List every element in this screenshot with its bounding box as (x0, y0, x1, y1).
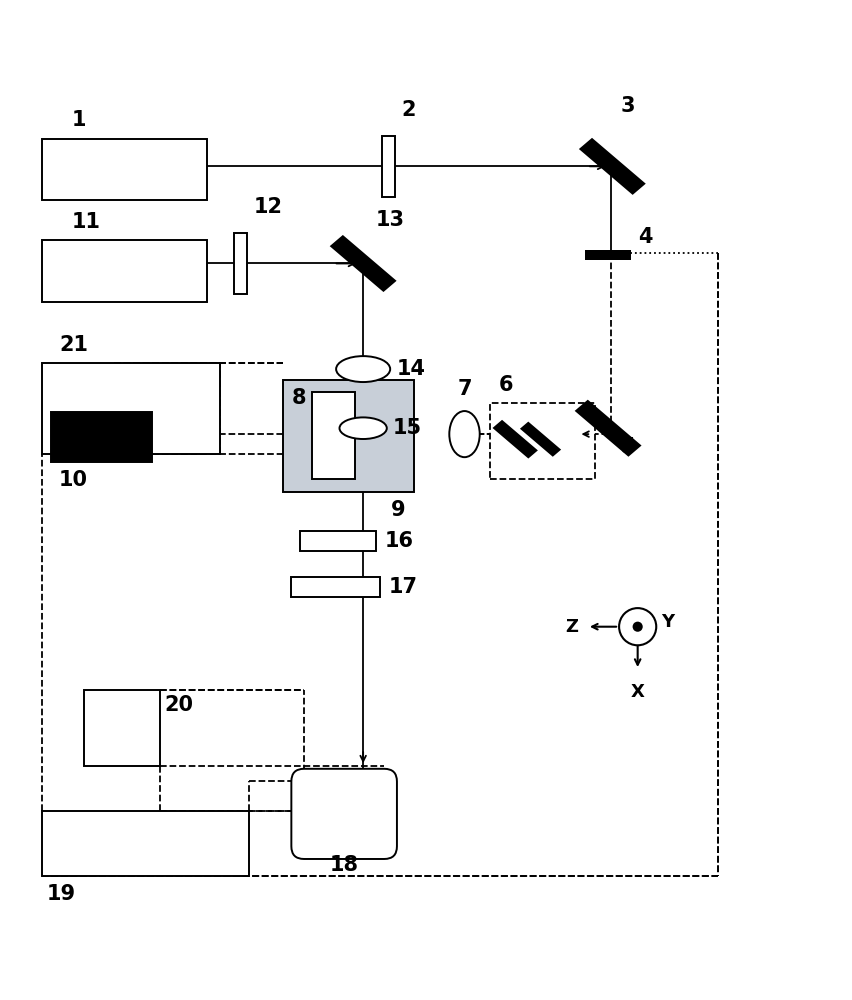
Text: 8: 8 (291, 388, 306, 408)
Text: 1: 1 (72, 110, 86, 130)
Bar (382, 136, 394, 197)
Text: 19: 19 (46, 884, 76, 904)
Bar (299, 531, 376, 551)
Text: 16: 16 (383, 531, 412, 551)
Text: 17: 17 (388, 577, 417, 597)
Text: 14: 14 (396, 359, 425, 379)
Bar (234, 233, 247, 294)
Bar (42, 139, 207, 200)
Text: 3: 3 (620, 96, 635, 116)
Polygon shape (579, 138, 645, 195)
Bar (291, 577, 380, 597)
Ellipse shape (449, 411, 479, 457)
Text: 2: 2 (400, 100, 415, 120)
Text: X: X (630, 683, 644, 701)
Text: 11: 11 (72, 212, 101, 232)
Ellipse shape (339, 417, 386, 439)
Bar (584, 250, 630, 260)
Ellipse shape (336, 356, 389, 382)
Circle shape (632, 622, 642, 632)
Bar (42, 363, 219, 454)
Text: 10: 10 (59, 470, 88, 490)
Bar (489, 403, 595, 479)
Text: 7: 7 (458, 379, 472, 399)
Polygon shape (520, 422, 561, 457)
Text: 12: 12 (253, 197, 282, 217)
Text: 5: 5 (620, 437, 635, 457)
Text: 9: 9 (390, 500, 405, 520)
Bar (42, 240, 207, 302)
Polygon shape (492, 420, 538, 459)
Polygon shape (574, 400, 641, 457)
Bar (312, 392, 354, 479)
Text: 20: 20 (164, 695, 193, 715)
Text: 21: 21 (59, 335, 88, 355)
Text: 18: 18 (329, 855, 358, 875)
Bar (50, 412, 152, 462)
Text: 13: 13 (376, 210, 405, 230)
Text: Y: Y (660, 613, 674, 631)
Text: 6: 6 (498, 375, 512, 395)
Circle shape (619, 608, 655, 645)
Text: 4: 4 (637, 227, 652, 247)
Bar (283, 380, 413, 492)
Bar (42, 811, 249, 876)
Polygon shape (330, 235, 396, 292)
Text: Z: Z (565, 618, 578, 636)
Text: 15: 15 (392, 418, 422, 438)
Bar (84, 690, 160, 766)
FancyBboxPatch shape (291, 769, 396, 859)
